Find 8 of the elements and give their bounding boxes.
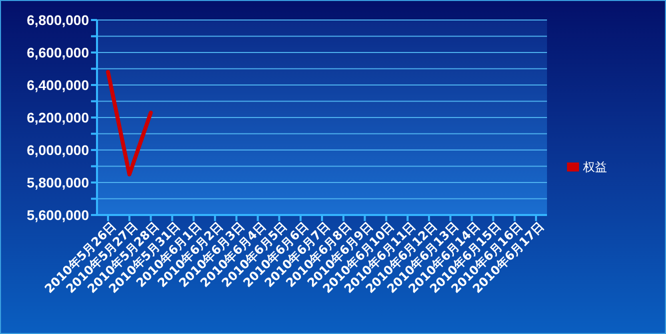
y-tick-label: 5,600,000 bbox=[26, 206, 90, 223]
y-tick-label: 6,400,000 bbox=[26, 76, 90, 93]
legend-label: 权益 bbox=[583, 160, 607, 174]
y-tick-label: 6,000,000 bbox=[26, 142, 90, 158]
y-tick-label: 6,800,000 bbox=[26, 12, 90, 28]
y-tick-label: 5,800,000 bbox=[26, 174, 90, 190]
y-tick-label: 6,200,000 bbox=[26, 109, 90, 126]
y-tick-label: 6,600,000 bbox=[26, 44, 90, 60]
